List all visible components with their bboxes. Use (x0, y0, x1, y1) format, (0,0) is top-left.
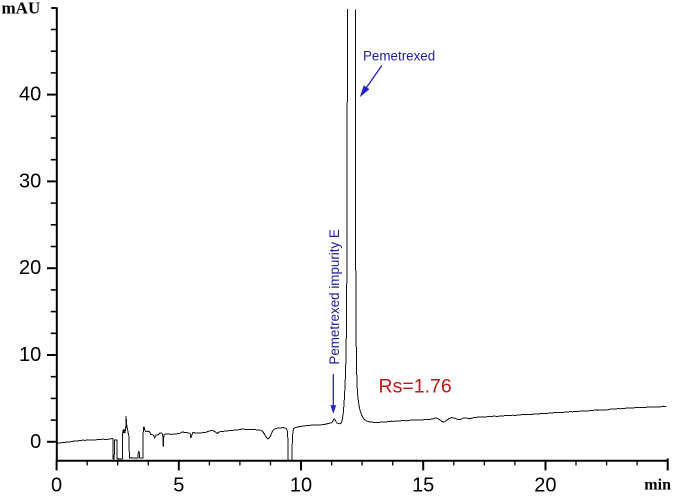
svg-text:Rs=1.76: Rs=1.76 (379, 375, 452, 397)
svg-text:mAU: mAU (2, 0, 41, 18)
svg-text:Pemetrexed impurity E: Pemetrexed impurity E (327, 229, 342, 365)
svg-text:15: 15 (412, 474, 434, 496)
svg-text:Pemetrexed: Pemetrexed (363, 49, 435, 64)
svg-text:20: 20 (534, 474, 556, 496)
svg-text:10: 10 (290, 474, 312, 496)
svg-text:0: 0 (30, 431, 41, 453)
svg-text:5: 5 (173, 474, 184, 496)
svg-text:40: 40 (19, 84, 41, 106)
svg-text:20: 20 (19, 257, 41, 279)
svg-text:30: 30 (19, 170, 41, 192)
svg-text:min: min (644, 477, 671, 494)
svg-text:10: 10 (19, 344, 41, 366)
svg-text:0: 0 (51, 474, 62, 496)
